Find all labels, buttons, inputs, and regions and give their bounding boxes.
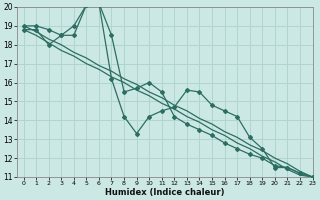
X-axis label: Humidex (Indice chaleur): Humidex (Indice chaleur) (105, 188, 225, 197)
